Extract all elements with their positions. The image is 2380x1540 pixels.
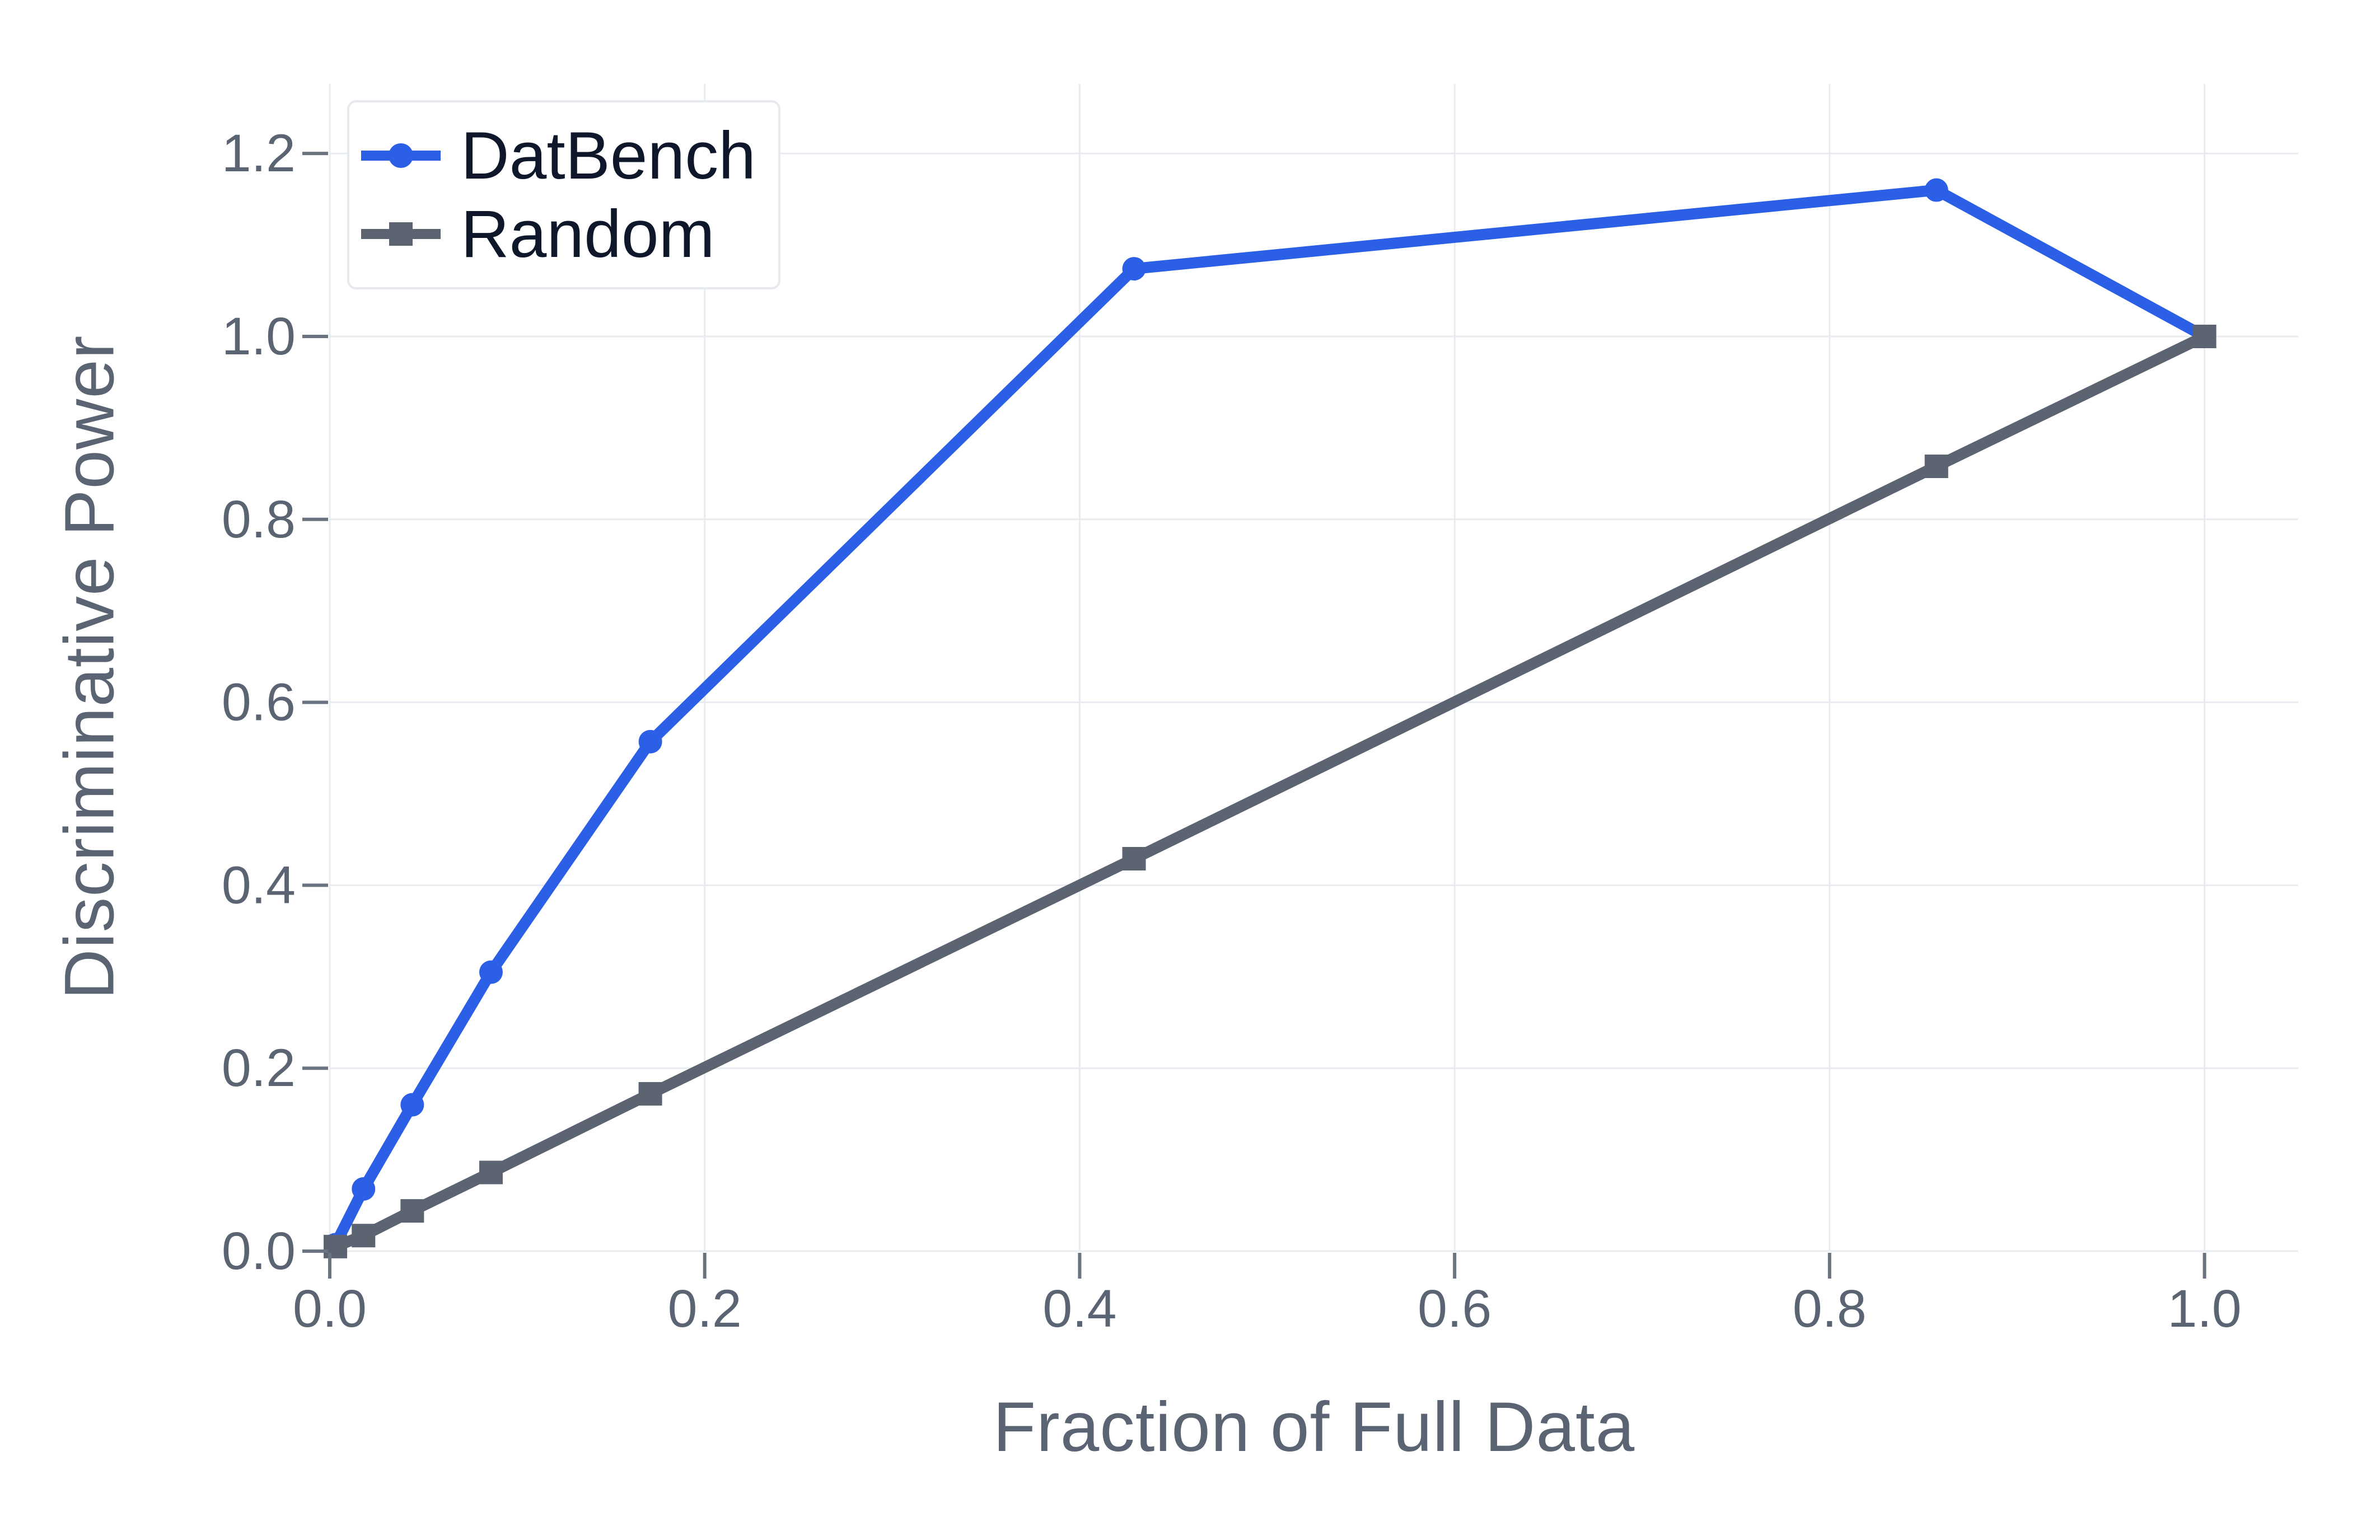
x-tick-label: 0.8 bbox=[1793, 1279, 1867, 1338]
random-line-square-swatch-icon bbox=[361, 222, 441, 246]
data-point-marker bbox=[400, 1199, 424, 1223]
data-point-marker bbox=[479, 1160, 503, 1185]
y-tick-label: 0.4 bbox=[222, 855, 296, 915]
x-tick-label: 0.2 bbox=[668, 1279, 742, 1338]
data-point-marker bbox=[400, 1093, 424, 1117]
y-tick-label: 0.8 bbox=[222, 490, 296, 549]
data-point-marker bbox=[1924, 178, 1948, 202]
y-tick-label: 1.0 bbox=[222, 307, 296, 366]
datbench-line-circle-swatch-icon bbox=[361, 143, 441, 168]
y-tick-label: 0.2 bbox=[222, 1038, 296, 1098]
data-point-marker bbox=[479, 960, 503, 984]
legend-label-datbench: DatBench bbox=[461, 118, 756, 193]
data-point-marker bbox=[352, 1177, 376, 1201]
series-datbench bbox=[324, 178, 2217, 1257]
y-tick-label: 0.6 bbox=[222, 673, 296, 732]
data-point-marker bbox=[1122, 847, 1146, 871]
legend-label-random: Random bbox=[461, 196, 715, 272]
data-point-marker bbox=[352, 1224, 376, 1248]
legend: DatBench Random bbox=[347, 100, 780, 289]
data-point-marker bbox=[324, 1234, 348, 1258]
x-tick-label: 0.4 bbox=[1042, 1279, 1116, 1338]
data-point-marker bbox=[1122, 257, 1146, 281]
series-line-datbench bbox=[330, 184, 2210, 1251]
x-tick-label: 1.0 bbox=[2168, 1279, 2242, 1338]
x-axis-title: Fraction of Full Data bbox=[993, 1388, 1635, 1466]
data-point-marker bbox=[638, 729, 662, 753]
x-tick-label: 0.6 bbox=[1418, 1279, 1491, 1338]
x-tick-label: 0.0 bbox=[293, 1279, 367, 1338]
data-point-marker bbox=[2192, 324, 2217, 348]
series-random bbox=[324, 324, 2217, 1258]
y-axis-title: Discriminative Power bbox=[50, 335, 129, 1000]
axis-ticks: 0.0 0.2 0.4 0.6 0.8 1.0 0.0 0.2 0.4 0.6 0.8 1.0 1.2 bbox=[222, 124, 2242, 1338]
legend-item-random: Random bbox=[359, 195, 756, 273]
y-tick-label: 1.2 bbox=[222, 124, 296, 183]
legend-item-datbench: DatBench bbox=[359, 116, 756, 195]
y-tick-label: 0.0 bbox=[222, 1221, 296, 1281]
data-point-marker bbox=[1924, 455, 1948, 479]
gridlines bbox=[329, 84, 2298, 1252]
data-point-marker bbox=[638, 1082, 662, 1106]
